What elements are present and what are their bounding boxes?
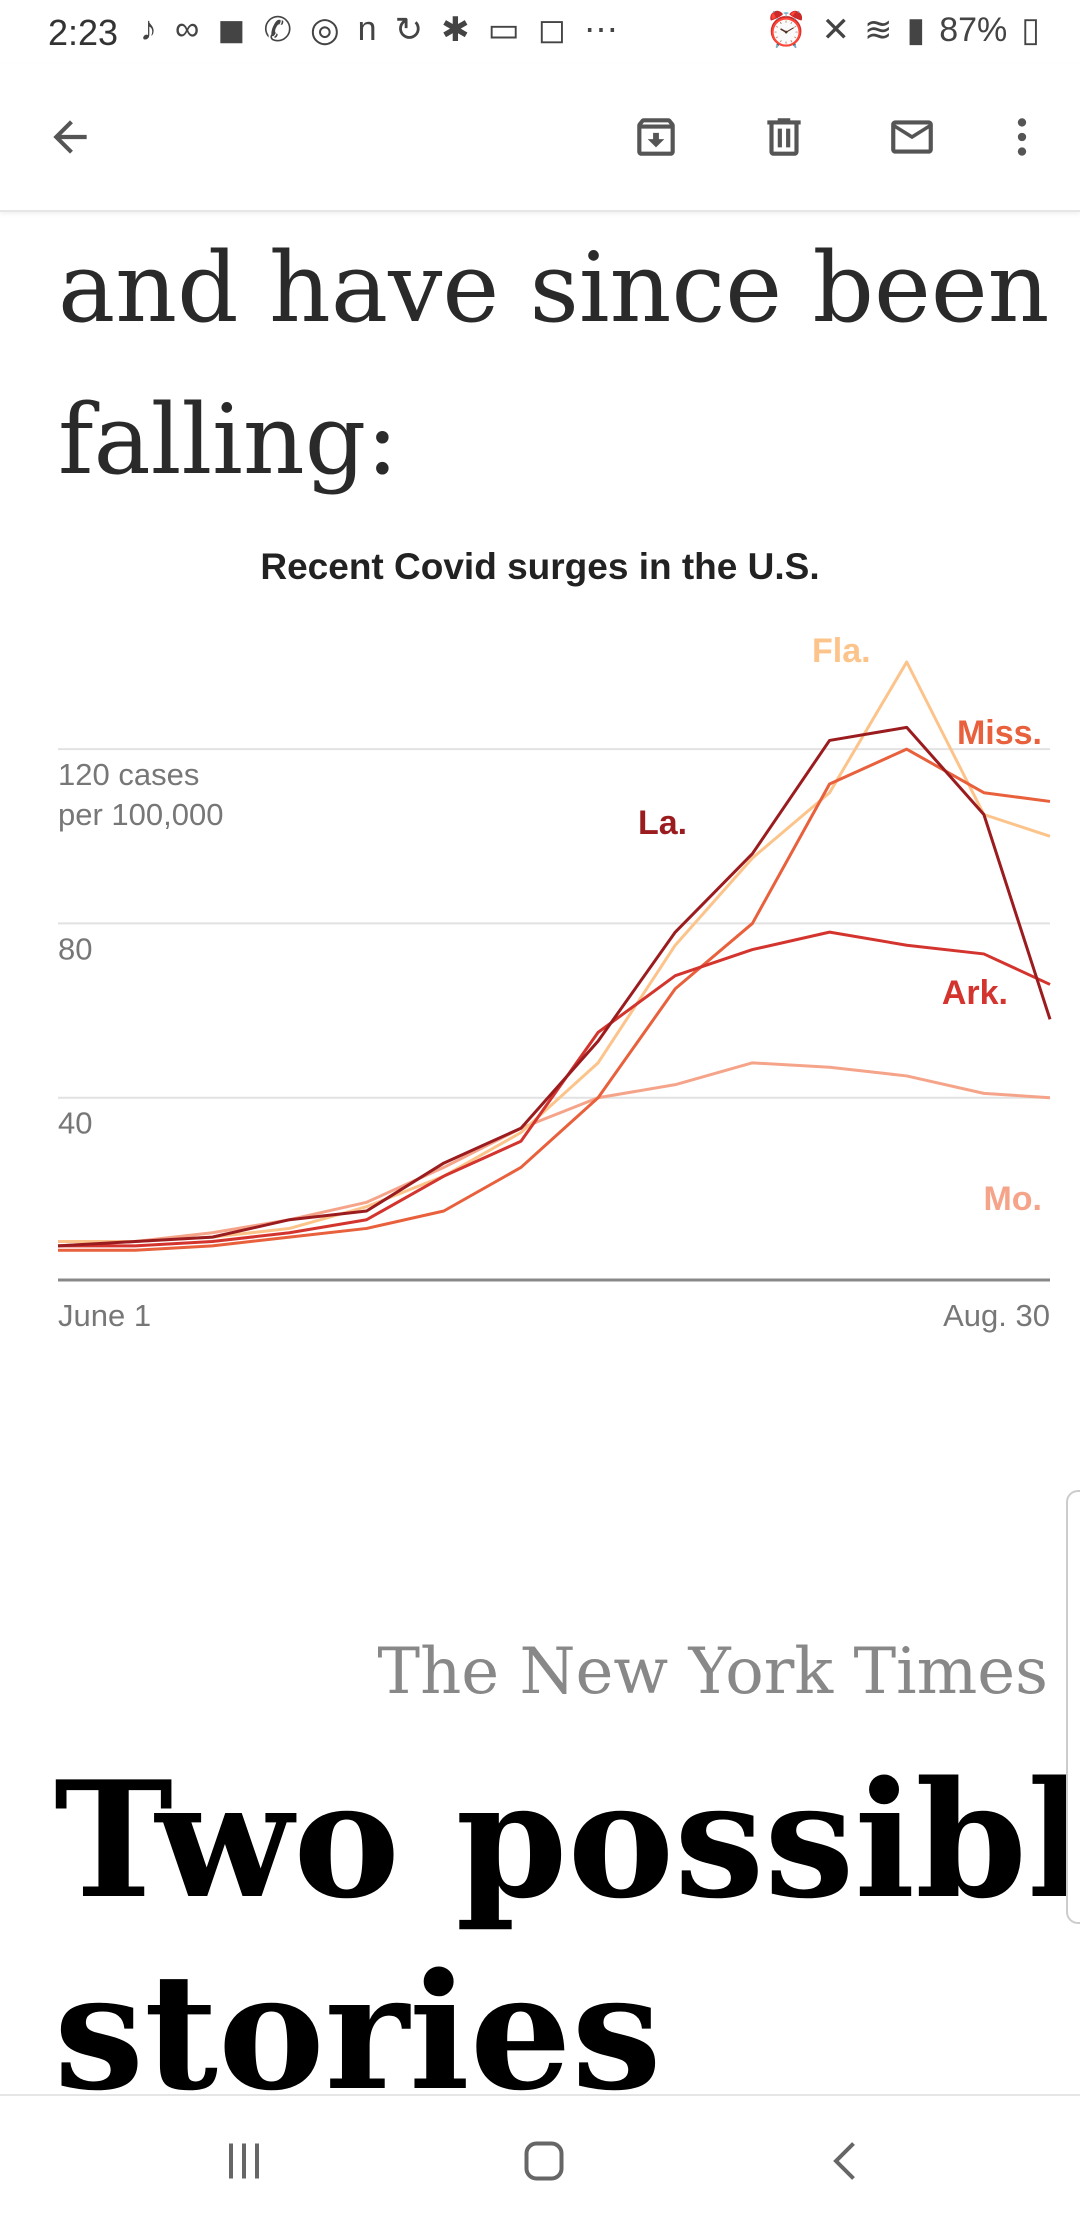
series-label: La. [638, 804, 687, 842]
netflix-icon: n [357, 10, 377, 48]
home-button[interactable] [504, 2126, 584, 2196]
chart-title: Recent Covid surges in the U.S. [260, 546, 820, 587]
shopping-bag-icon: ◼ [217, 11, 246, 49]
heading-line: and have since been [58, 232, 1050, 344]
back-button[interactable] [42, 109, 98, 165]
sync-icon: ↻ [394, 11, 424, 49]
x-tick-label: June 1 [58, 1298, 151, 1333]
recent-apps-icon [229, 2143, 259, 2179]
archive-button[interactable] [628, 109, 684, 165]
system-icons: ⏰ ✕ ≋ ▮ 87% ▯ [765, 10, 1040, 50]
archive-icon [637, 118, 675, 156]
delete-button[interactable] [756, 109, 812, 165]
battery-icon: ▯ [1021, 11, 1040, 49]
voicemail-icon: ∞ [175, 10, 200, 48]
series-line-la [57, 725, 1052, 1248]
x-tick-label: Aug. 30 [943, 1298, 1050, 1333]
scroll-handle[interactable] [1066, 1490, 1080, 1924]
home-icon [524, 2141, 564, 2181]
nav-back-button[interactable] [806, 2126, 886, 2196]
heading-line: falling: [58, 384, 399, 496]
article-heading-fragment: and have since been falling: [58, 212, 1078, 516]
recent-apps-button[interactable] [204, 2126, 284, 2196]
status-bar: 2:23 ♪ ∞ ◼ ✆ ◎ n ↻ ✱ ▭ ◻ ⋯ ⏰ ✕ ≋ ▮ 87% ▯ [0, 0, 1080, 64]
email-body[interactable]: and have since been falling: Recent Covi… [0, 212, 1080, 2092]
y-axis-label: 120 cases [58, 757, 199, 792]
covid-surge-chart: 40 80 120 cases per 100,000 June 1 Aug. 30 La.… [57, 632, 1052, 1333]
more-icon: ⋯ [583, 11, 618, 49]
image-credit: The New York Times [377, 1635, 1048, 1709]
y-axis-label: per 100,000 [58, 797, 223, 832]
trash-icon [767, 118, 801, 156]
mail-icon [891, 120, 933, 154]
back-arrow-icon [53, 120, 87, 154]
more-vert-icon [1017, 118, 1027, 156]
status-time: 2:23 [48, 12, 119, 53]
mute-icon: ✕ [821, 11, 851, 49]
wifi-icon: ≋ [864, 11, 893, 49]
mark-unread-button[interactable] [884, 109, 940, 165]
devices-icon: ▭ [487, 11, 520, 49]
app-bar [0, 64, 1080, 212]
y-tick-label: 80 [58, 931, 92, 966]
heading-line: Two possible [54, 1746, 1080, 1934]
missed-call-icon: ✆ [263, 11, 292, 49]
notification-icons: ♪ ∞ ◼ ✆ ◎ n ↻ ✱ ▭ ◻ ⋯ [140, 10, 618, 50]
signal-icon: ▮ [906, 11, 926, 49]
series-line-miss [58, 747, 1051, 1252]
series-line-mo [57, 1061, 1051, 1248]
y-tick-label: 40 [58, 1106, 92, 1141]
navigation-bar [0, 2094, 1080, 2222]
alarm-icon: ⏰ [765, 11, 808, 49]
nav-back-icon [833, 2142, 855, 2180]
more-options-button[interactable] [994, 109, 1050, 165]
instagram-icon: ◻ [537, 11, 566, 49]
yelp-icon: ✱ [441, 11, 470, 49]
app-icon: ◎ [309, 11, 340, 49]
series-label: Miss. [957, 714, 1042, 752]
battery-percent: 87% [939, 10, 1008, 49]
series-label: Ark. [942, 974, 1008, 1012]
section-heading: Two possible stories [54, 1744, 1080, 2092]
series-label: Fla. [812, 632, 871, 670]
music-note-icon: ♪ [140, 10, 157, 48]
heading-line: stories [54, 1938, 662, 2092]
series-label: Mo. [983, 1180, 1042, 1218]
